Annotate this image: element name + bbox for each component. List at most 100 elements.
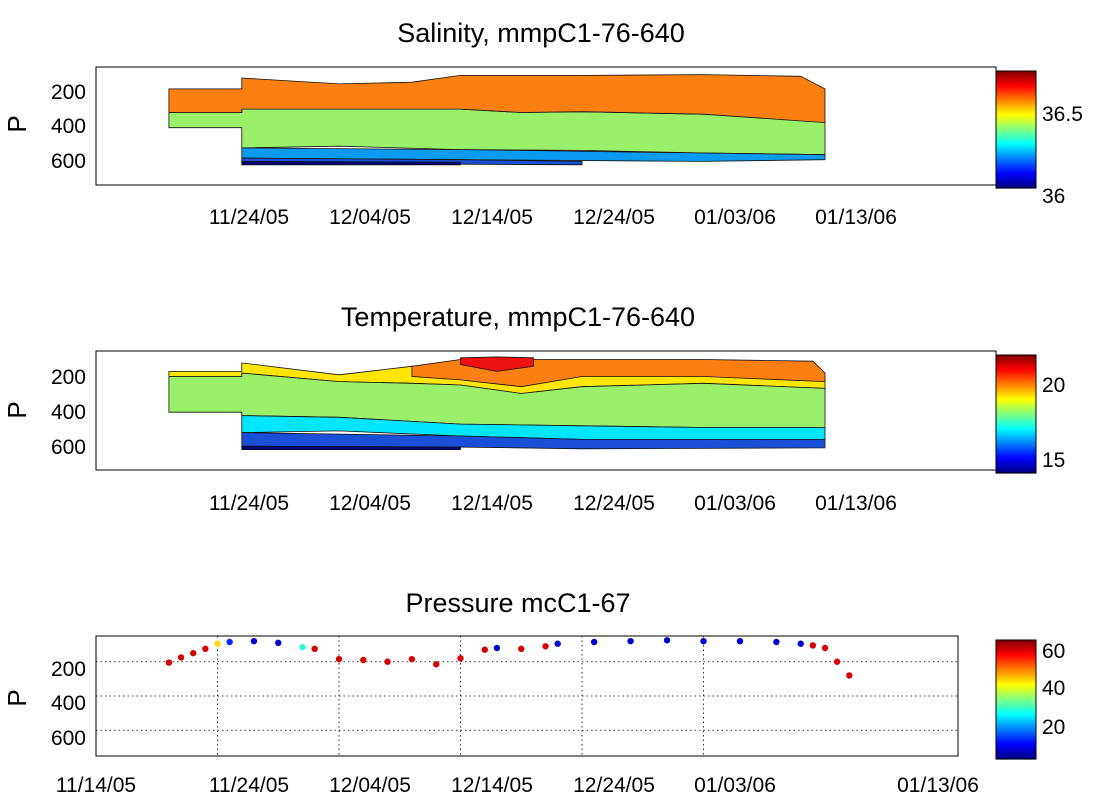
pressure-panel: Pressure mcC1-67 P 200 400 600 11/14/05 … — [2, 588, 1065, 797]
colorbar-cell — [996, 649, 1036, 652]
data-point — [408, 655, 416, 663]
x-tick-label: 12/24/05 — [573, 774, 655, 797]
temperature-yticks: 200 400 600 — [51, 366, 86, 459]
colorbar-cell — [996, 182, 1036, 185]
colorbar-cell — [996, 471, 1036, 474]
colorbar-cell — [996, 167, 1036, 171]
colorbar-cell — [996, 747, 1036, 751]
colorbar-cell — [996, 127, 1036, 131]
data-point — [190, 649, 197, 657]
colorbar-cell — [996, 419, 1036, 422]
colorbar-cell — [996, 153, 1036, 156]
colorbar-cell — [996, 697, 1036, 701]
y-tick-label: 200 — [51, 366, 86, 389]
colorbar-cell — [996, 463, 1036, 467]
pressure-colorbar — [995, 639, 1037, 760]
colorbar-cell — [996, 692, 1036, 695]
temperature-xticks: 11/24/05 12/04/05 12/14/05 12/24/05 01/0… — [209, 492, 897, 515]
x-tick-label: 12/04/05 — [329, 492, 411, 515]
temperature-plot-area — [168, 356, 826, 451]
colorbar-cell — [996, 147, 1036, 151]
colorbar-cell — [996, 399, 1036, 402]
colorbar-cell — [996, 660, 1036, 663]
colorbar-tick-label: 36 — [1042, 185, 1065, 208]
colorbar-cell — [996, 640, 1036, 643]
colorbar-cell — [996, 134, 1036, 138]
colorbar-cell — [996, 679, 1036, 682]
x-tick-label: 12/14/05 — [451, 774, 533, 797]
colorbar-cell — [996, 439, 1036, 443]
x-tick-label: 01/03/06 — [694, 206, 776, 229]
colorbar-cell — [996, 673, 1036, 676]
contour-band — [241, 445, 461, 451]
colorbar-cell — [996, 452, 1036, 456]
colorbar-cell — [996, 103, 1036, 107]
colorbar-cell — [996, 366, 1036, 369]
colorbar-cell — [996, 690, 1036, 693]
x-tick-label: 01/13/06 — [815, 492, 897, 515]
colorbar-cell — [996, 173, 1036, 176]
x-tick-label: 11/24/05 — [209, 492, 289, 515]
pressure-axes-frame — [95, 635, 959, 757]
colorbar-cell — [996, 378, 1036, 382]
colorbar-frame — [995, 70, 1037, 189]
colorbar-cell — [996, 118, 1036, 121]
colorbar-cell — [996, 751, 1036, 755]
colorbar-cell — [996, 367, 1036, 371]
data-point — [335, 655, 343, 663]
colorbar-cell — [996, 171, 1036, 174]
colorbar-cell — [996, 80, 1036, 83]
colorbar-cell — [996, 708, 1036, 712]
colorbar-cell — [996, 175, 1036, 178]
data-point — [809, 642, 817, 649]
colorbar-frame — [995, 639, 1037, 760]
colorbar-cell — [996, 745, 1036, 749]
colorbar-cell — [996, 397, 1036, 400]
colorbar-cell — [996, 410, 1036, 413]
colorbar-cell — [996, 647, 1036, 650]
colorbar-cell — [996, 92, 1036, 96]
colorbar-cell — [996, 651, 1036, 654]
colorbar-cell — [996, 96, 1036, 100]
colorbar-cell — [996, 417, 1036, 421]
y-tick-label: 400 — [51, 692, 86, 715]
colorbar-cell — [996, 415, 1036, 419]
colorbar-cell — [996, 355, 1036, 358]
colorbar-cell — [996, 445, 1036, 448]
colorbar-cell — [996, 712, 1036, 715]
salinity-panel: Salinity, mmpC1-76-640 P 200 400 600 11/… — [2, 18, 1083, 229]
colorbar-cell — [996, 406, 1036, 410]
colorbar-cell — [996, 124, 1036, 127]
colorbar-cell — [996, 393, 1036, 397]
colorbar-cell — [996, 664, 1036, 667]
colorbar-cell — [996, 149, 1036, 153]
colorbar-cell — [996, 693, 1036, 697]
data-point — [250, 637, 258, 645]
y-tick-label: 200 — [51, 658, 86, 681]
colorbar-cell — [996, 166, 1036, 169]
salinity-colorbar — [995, 70, 1037, 189]
colorbar-cell — [996, 658, 1036, 662]
colorbar-cell — [996, 662, 1036, 665]
colorbar-cell — [996, 443, 1036, 446]
colorbar-cell — [996, 686, 1036, 689]
colorbar-cell — [996, 469, 1036, 472]
data-point — [663, 637, 671, 644]
colorbar-cell — [996, 105, 1036, 109]
colorbar-cell — [996, 377, 1036, 380]
colorbar-cell — [996, 158, 1036, 162]
x-tick-label: 12/24/05 — [573, 206, 655, 229]
colorbar-cell — [996, 716, 1036, 719]
colorbar-cell — [996, 164, 1036, 167]
colorbar-cell — [996, 85, 1036, 89]
contour-band — [241, 160, 461, 166]
data-point — [846, 672, 853, 679]
colorbar-cell — [996, 695, 1036, 699]
colorbar-cell — [996, 653, 1036, 656]
data-point — [165, 659, 173, 666]
colorbar-tick-label: 36.5 — [1042, 103, 1083, 126]
colorbar-cell — [996, 437, 1036, 441]
colorbar-cell — [996, 460, 1036, 463]
colorbar-cell — [996, 111, 1036, 114]
